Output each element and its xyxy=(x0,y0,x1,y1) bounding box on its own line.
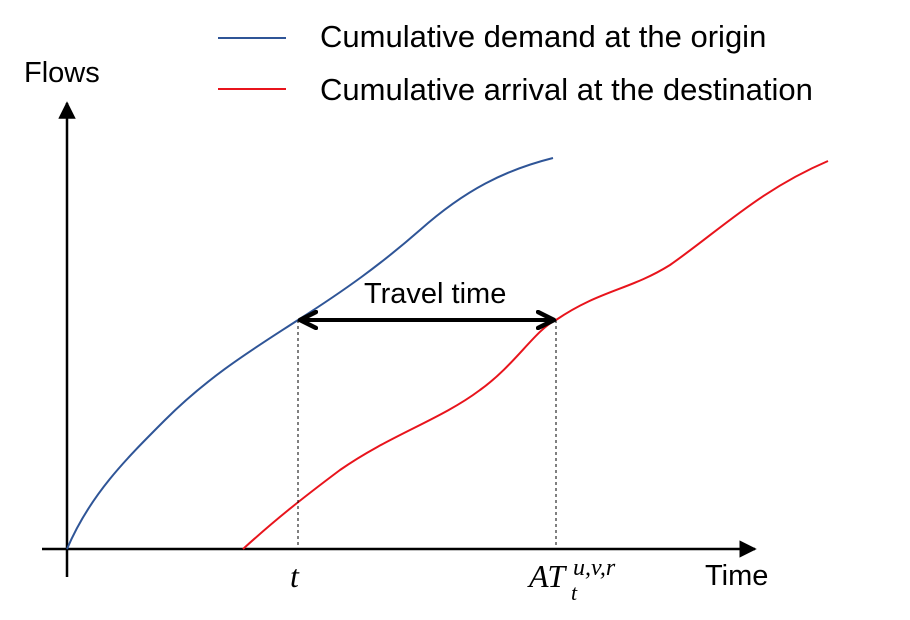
at-main-text: AT xyxy=(527,558,567,594)
t-tick-label: t xyxy=(290,558,300,594)
legend: Cumulative demand at the origin Cumulati… xyxy=(218,19,813,107)
at-subscript-text: t xyxy=(571,580,578,605)
x-axis-label: Time xyxy=(705,560,768,592)
legend-demand-label: Cumulative demand at the origin xyxy=(320,19,766,54)
cumulative-arrival-curve xyxy=(242,160,829,550)
travel-time-label: Travel time xyxy=(364,278,506,310)
cumulative-demand-curve xyxy=(66,157,554,550)
legend-arrival-label: Cumulative arrival at the destination xyxy=(320,72,813,107)
axes: Flows Time xyxy=(24,57,768,592)
at-tick-label: AT t u,v,r xyxy=(527,555,616,605)
at-superscript-text: u,v,r xyxy=(573,555,616,581)
y-axis-label: Flows xyxy=(24,57,100,89)
